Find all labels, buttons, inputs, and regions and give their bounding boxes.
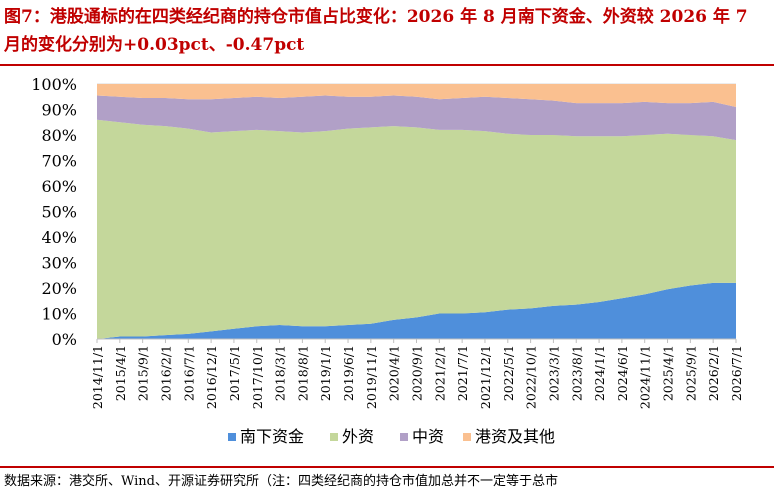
y-tick-label-30pct: 30% [41,254,77,273]
x-tick-label-2024-11-1: 2024/11/1 [638,345,653,409]
x-axis: 2014/11/1 2015/4/1 2015/9/1 2016/2/1 2016/7/… [90,338,744,409]
x-tick-label-2021-7-1: 2021/7/1 [455,345,470,401]
x-tick-label-2021-2-1: 2021/2/1 [432,345,447,401]
y-tick-label-90pct: 90% [41,101,77,120]
legend-label-港资及其他: 港资及其他 [475,427,555,446]
x-tick-label-2025-9-1: 2025/9/1 [683,345,698,401]
x-tick-label-2020-4-1: 2020/4/1 [387,345,402,401]
y-tick-label-20pct: 20% [41,279,77,298]
x-tick-label-2015-9-1: 2015/9/1 [136,345,151,401]
y-axis: 0% 10% 20% 30% 40% 50% 60% 70% 80% 90% 100% [31,75,77,349]
x-tick-label-2018-8-1: 2018/8/1 [295,345,310,401]
legend-swatch-中资 [400,433,408,441]
figure-number: 图7： [4,7,50,27]
y-tick-label-80pct: 80% [41,126,77,145]
x-tick-label-2024-6-1: 2024/6/1 [615,345,630,401]
area-外资 [97,119,736,339]
y-tick-label-10pct: 10% [41,305,77,324]
source-rule [0,466,774,468]
x-tick-label-2017-5-1: 2017/5/1 [227,345,242,401]
x-tick-label-2015-4-1: 2015/4/1 [113,345,128,401]
x-tick-label-2016-2-1: 2016/2/1 [159,345,174,401]
legend-label-外资: 外资 [342,427,374,446]
x-tick-label-2021-12-1: 2021/12/1 [478,345,493,409]
stacked-area-chart: 0% 10% 20% 30% 40% 50% 60% 70% 80% 90% 100% 2014/1… [31,75,744,446]
y-tick-label-60pct: 60% [41,177,77,196]
legend-label-南下资金: 南下资金 [240,427,304,446]
x-tick-label-2019-6-1: 2019/6/1 [341,345,356,401]
source-note: 数据来源：港交所、Wind、开源证券研究所（注：四类经纪商的持仓市值加总并不一定… [4,474,558,489]
series-areas [97,84,736,339]
area-港资及其他 [97,84,736,107]
x-tick-label-2018-3-1: 2018/3/1 [273,345,288,401]
x-tick-label-2022-5-1: 2022/5/1 [501,345,516,401]
x-tick-label-2020-9-1: 2020/9/1 [410,345,425,401]
legend-swatch-南下资金 [228,433,236,441]
x-tick-label-2019-11-1: 2019/11/1 [364,345,379,409]
x-tick-label-2026-7-1: 2026/7/1 [729,345,744,401]
y-tick-label-50pct: 50% [41,203,77,222]
chart-legend: 南下资金 外资 中资 港资及其他 [228,427,555,446]
x-tick-label-2025-4-1: 2025/4/1 [661,345,676,401]
x-tick-label-2022-10-1: 2022/10/1 [524,345,539,409]
x-tick-label-2023-3-1: 2023/3/1 [546,345,561,401]
x-tick-label-2019-1-1: 2019/1/1 [318,345,333,401]
y-tick-label-70pct: 70% [41,152,77,171]
y-tick-label-0pct: 0% [52,330,77,349]
area-南下资金 [97,282,736,339]
y-tick-label-40pct: 40% [41,228,77,247]
x-tick-label-2014-11-1: 2014/11/1 [90,345,105,409]
x-tick-label-2023-8-1: 2023/8/1 [569,345,584,401]
x-tick-label-2024-1-1: 2024/1/1 [592,345,607,401]
title-rule [0,64,774,66]
x-tick-label-2026-2-1: 2026/2/1 [706,345,721,401]
legend-swatch-外资 [330,433,338,441]
area-中资 [97,95,736,141]
legend-swatch-港资及其他 [463,433,471,441]
title-text: 港股通标的在四类经纪商的持仓市值占比变化：2026 年 8 月南下资金、外资较 … [4,7,748,55]
chart-title: 图7：港股通标的在四类经纪商的持仓市值占比变化：2026 年 8 月南下资金、外… [4,3,770,59]
x-tick-label-2017-10-1: 2017/10/1 [250,345,265,409]
y-tick-label-100pct: 100% [31,75,77,94]
x-tick-label-2016-7-1: 2016/7/1 [181,345,196,401]
x-tick-label-2016-12-1: 2016/12/1 [204,345,219,409]
legend-label-中资: 中资 [412,427,444,446]
